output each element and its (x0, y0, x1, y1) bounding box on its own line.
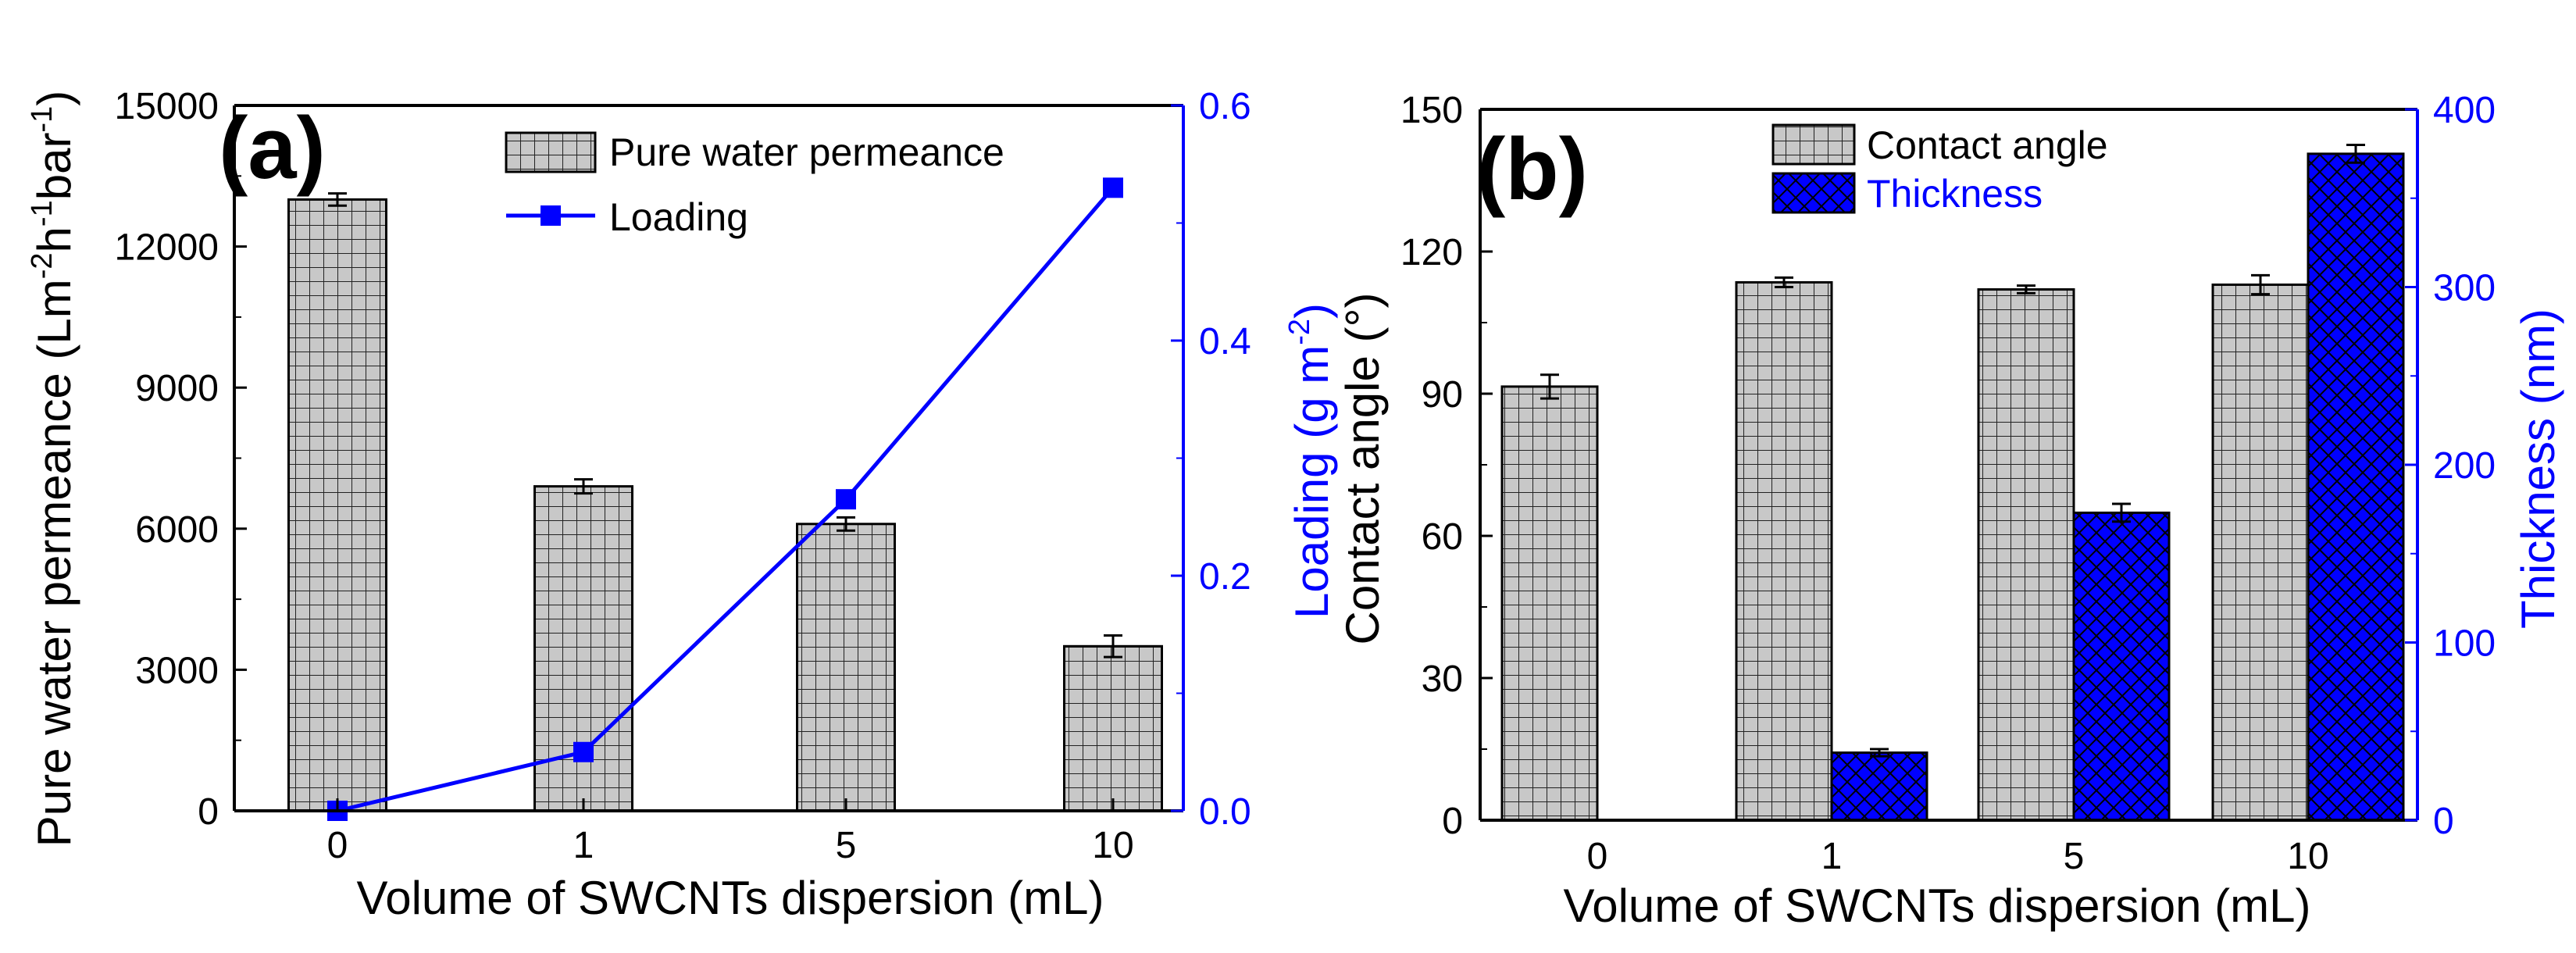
panel-a: 0 3000 6000 9000 12000 15000 0.0 0.2 0.4 0.6 0 1 5 10… (26, 86, 1338, 924)
line-loading (337, 186, 1115, 813)
legend-swatch-thickness (1771, 172, 1856, 214)
bar-permeance (287, 198, 387, 812)
panel-b-xlabel: Volume of SWCNTs dispersion (mL) (1564, 880, 2311, 932)
panel-b-xtick-label: 10 (2287, 836, 2328, 877)
panel-b-xtick-label: 1 (1821, 836, 1843, 877)
bar-thickness (2307, 152, 2405, 822)
panel-b-ytick-left-label: 150 (1400, 90, 1463, 131)
bar-contact-angle (1735, 280, 1833, 822)
panel-a-ytick-left-label: 15000 (115, 86, 219, 127)
panel-a-ytick-left-label: 3000 (135, 650, 219, 691)
panel-a-xlabel: Volume of SWCNTs dispersion (mL) (357, 872, 1104, 924)
bar-thickness (2072, 511, 2171, 822)
legend-label-permeance: Pure water permeance (609, 130, 1004, 174)
legend-label-contact-angle: Contact angle (1867, 123, 2108, 167)
panel-a-ytick-left-label: 12000 (115, 227, 219, 269)
panel-b-ytick-left-label: 0 (1442, 801, 1463, 842)
panel-a-xtick-label: 0 (327, 825, 348, 866)
panel-a-label: (a) (219, 99, 326, 197)
panel-a-ytick-right-label: 0.4 (1199, 321, 1251, 362)
panel-b-ytick-right-label: 300 (2433, 268, 2496, 309)
legend-label-thickness: Thickness (1867, 172, 2043, 216)
panel-b-ytick-right-label: 0 (2433, 801, 2454, 842)
panel-a-ytick-left-label: 0 (198, 791, 219, 833)
panel-a-xtick-label: 5 (836, 825, 857, 866)
legend-swatch-permeance (505, 131, 597, 173)
panel-b-ytick-left-label: 90 (1422, 374, 1463, 416)
panel-b-ytick-right-label: 400 (2433, 90, 2496, 131)
panel-b-legend: Contact angle Thickness (1771, 123, 2108, 216)
bar-contact-angle (1500, 385, 1599, 822)
panel-a-ytick-left-label: 6000 (135, 509, 219, 551)
panel-b-xtick-label: 5 (2064, 836, 2085, 877)
point-loading (1103, 177, 1123, 198)
bar-permeance (1063, 644, 1163, 812)
legend-label-loading: Loading (609, 195, 748, 239)
panel-b-ytick-left-label: 60 (1422, 516, 1463, 558)
panel-a-ylabel-right: Loading (g m-2) (1283, 303, 1338, 619)
panel-b: 0 30 60 90 120 150 0 100 200 300 400 0 1 5 10 (b) Cont… (1336, 90, 2564, 932)
panel-a-ytick-left-label: 9000 (135, 368, 219, 409)
panel-b-xtick-label: 0 (1587, 836, 1608, 877)
panel-b-ytick-right-label: 200 (2433, 445, 2496, 487)
panel-a-xtick-label: 1 (573, 825, 594, 866)
bar-permeance (796, 523, 896, 812)
legend-marker-loading (541, 205, 561, 226)
panel-b-ytick-left-label: 120 (1400, 232, 1463, 273)
point-loading (836, 489, 856, 510)
panel-a-xtick-label: 10 (1092, 825, 1133, 866)
bar-thickness (1830, 751, 1928, 822)
panel-a-ytick-right-label: 0.6 (1199, 86, 1251, 127)
panel-b-ylabel-left: Contact angle (°) (1336, 293, 1389, 645)
panel-b-label: (b) (1476, 120, 1588, 218)
panel-a-legend: Pure water permeance Loading (505, 130, 1004, 239)
panel-b-ytick-right-label: 100 (2433, 623, 2496, 665)
bar-contact-angle (1977, 288, 2075, 822)
legend-swatch-contact-angle (1771, 123, 1856, 166)
panel-a-ytick-right-label: 0.2 (1199, 556, 1251, 598)
panel-a-ytick-right-label: 0.0 (1199, 791, 1251, 833)
panel-b-ytick-left-label: 30 (1422, 659, 1463, 700)
panel-b-ylabel-right: Thickness (nm) (2512, 309, 2564, 629)
bar-contact-angle (2211, 283, 2310, 822)
point-loading (573, 741, 594, 762)
panel-a-ylabel-left: Pure water permeance (Lm-2h-1bar-1) (26, 91, 80, 847)
